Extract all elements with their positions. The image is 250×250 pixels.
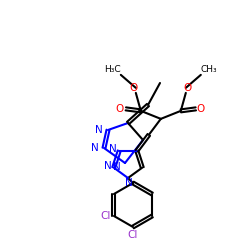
Text: N: N: [109, 144, 117, 154]
Text: H₃C: H₃C: [104, 65, 121, 74]
Text: Cl: Cl: [128, 230, 138, 240]
Text: N: N: [95, 125, 103, 135]
Text: CH₃: CH₃: [200, 65, 217, 74]
Text: Cl: Cl: [101, 211, 111, 221]
Text: O: O: [197, 104, 205, 114]
Text: N: N: [104, 161, 112, 171]
Text: N: N: [113, 162, 121, 172]
Text: N: N: [125, 178, 133, 188]
Text: O: O: [184, 83, 192, 93]
Text: O: O: [116, 104, 124, 114]
Text: O: O: [130, 83, 138, 93]
Text: N: N: [91, 143, 99, 153]
